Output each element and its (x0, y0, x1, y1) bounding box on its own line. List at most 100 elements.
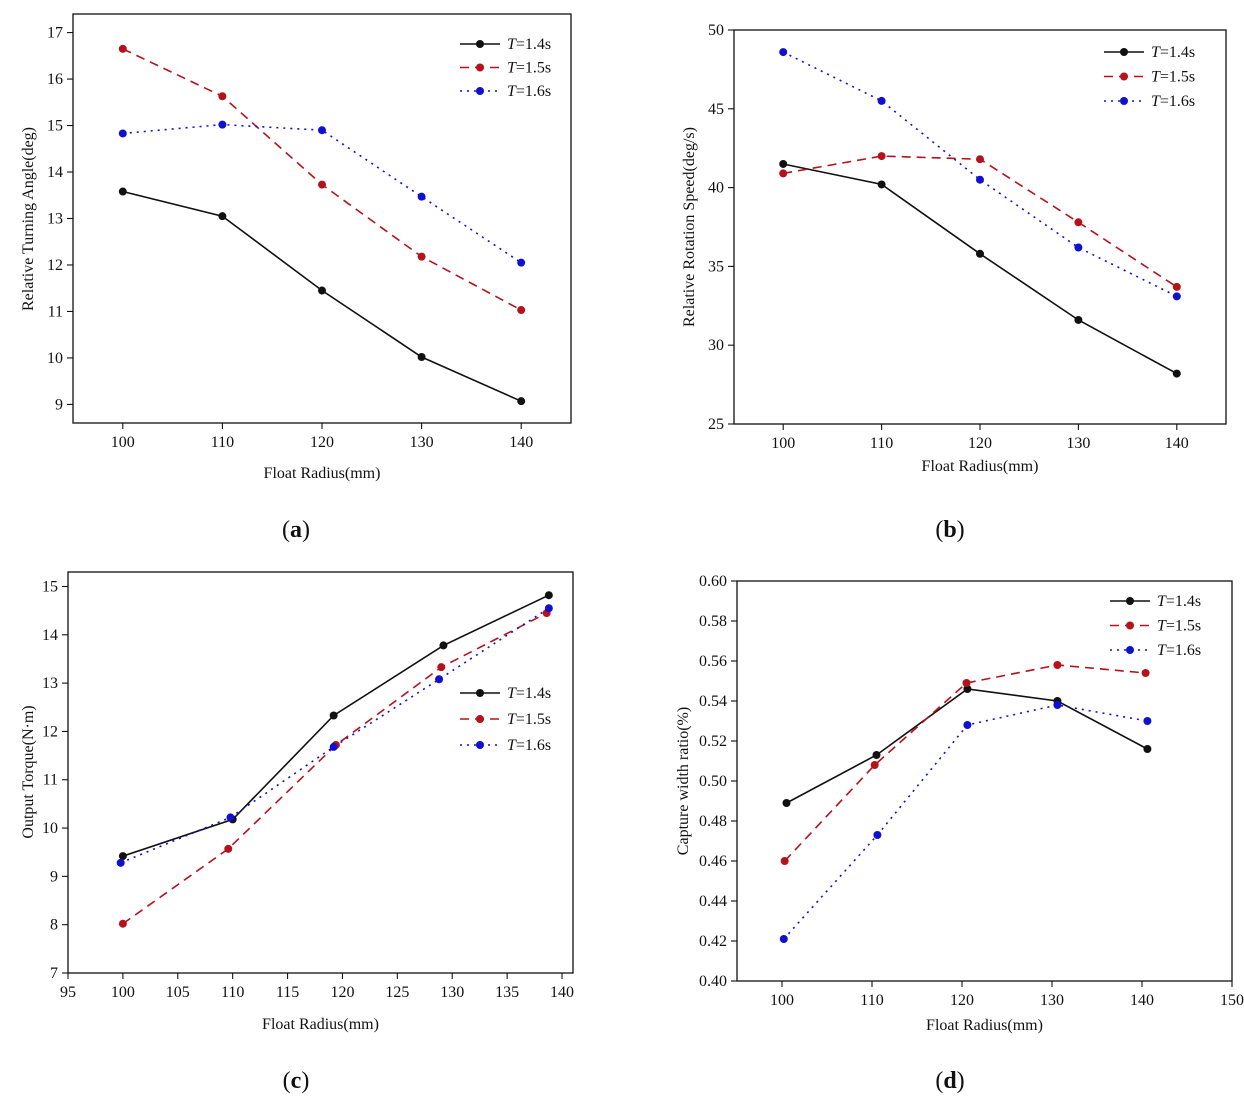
data-point (1141, 669, 1150, 677)
plot-frame (72, 13, 572, 424)
x-tick-label: 110 (221, 984, 244, 1001)
x-tick-label: 120 (968, 435, 992, 452)
data-point (779, 48, 788, 57)
y-tick-label: 0.54 (699, 693, 727, 710)
legend-marker (476, 715, 484, 723)
data-point (779, 169, 788, 178)
x-tick-label: 100 (111, 434, 135, 451)
y-tick-label: 0.56 (699, 653, 727, 670)
legend-entry: T=1.6s (1151, 93, 1195, 110)
legend-entry: T=1.5s (1151, 69, 1195, 86)
legend-marker (1126, 621, 1134, 630)
legend-marker (1126, 646, 1134, 654)
legend-entry: T=1.4s (507, 36, 551, 53)
y-tick-label: 10 (47, 350, 63, 367)
x-tick-label: 125 (385, 984, 409, 1001)
legend-marker (476, 87, 484, 95)
data-point (417, 353, 426, 362)
data-point (517, 306, 526, 315)
legend-marker (1126, 597, 1134, 605)
y-tick-label: 0.52 (699, 733, 727, 750)
series-line (122, 594, 550, 857)
data-point (318, 180, 326, 189)
y-tick-label: 11 (43, 772, 58, 789)
y-tick-label: 12 (42, 723, 58, 740)
data-point (439, 641, 448, 650)
y-tick-label: 0.60 (699, 573, 727, 590)
chart-panel-a: 100 110 120 130 140 9 10 11 12 13 14 15 16 17 Float Ra… (20, 13, 572, 543)
data-point (218, 120, 227, 129)
x-tick-label: 130 (1040, 992, 1064, 1009)
y-tick-label: 16 (47, 71, 63, 88)
y-axis-label: Output Torque(N·m) (20, 705, 37, 838)
data-point (1143, 717, 1152, 725)
data-point (1172, 282, 1181, 291)
data-point (1074, 218, 1083, 227)
data-point (780, 857, 789, 865)
data-point (779, 159, 788, 168)
series-line (784, 664, 1146, 862)
series-line (122, 190, 522, 402)
y-tick-label: 9 (55, 396, 63, 413)
legend-marker (1120, 48, 1128, 56)
series-line (122, 48, 522, 311)
data-point (976, 175, 984, 184)
x-tick-label: 130 (410, 434, 434, 451)
data-point (118, 919, 127, 928)
y-tick-label: 0.50 (699, 773, 727, 790)
x-axis-label: Float Radius(mm) (264, 465, 381, 482)
legend-entry: T=1.5s (1157, 618, 1201, 635)
chart-panel-c: 95 100 105 110 115 120 125 130 135 140 7 8 9 10 11 12 13… (20, 571, 574, 1094)
y-tick-label: 50 (708, 22, 724, 39)
data-point (417, 192, 426, 201)
y-tick-label: 8 (50, 917, 58, 934)
y-tick-label: 0.40 (699, 973, 727, 990)
data-point (877, 96, 886, 105)
data-point (782, 799, 791, 807)
legend-entry: T=1.4s (1157, 593, 1201, 610)
y-tick-label: 13 (47, 211, 63, 228)
y-tick-label: 14 (47, 164, 63, 181)
x-tick-label: 100 (771, 435, 795, 452)
plot-frame (733, 29, 1227, 425)
data-point (877, 152, 886, 161)
y-tick-label: 0.46 (699, 853, 727, 870)
x-tick-label: 115 (276, 984, 299, 1001)
legend-marker (476, 63, 484, 72)
x-tick-label: 110 (870, 435, 893, 452)
y-tick-label: 0.44 (699, 893, 727, 910)
plot-frame (67, 571, 574, 974)
data-point (872, 751, 881, 759)
data-point (435, 675, 444, 684)
x-tick-label: 95 (60, 984, 76, 1001)
x-tick-label: 120 (330, 984, 354, 1001)
y-tick-label: 35 (708, 258, 724, 275)
x-axis-label: Float Radius(mm) (926, 1017, 1043, 1034)
y-tick-label: 40 (708, 180, 724, 197)
legend-entry: T=1.5s (507, 711, 551, 728)
chart-panel-b: 100 110 120 130 140 25 30 35 40 45 50 Float Radius(… (681, 22, 1227, 543)
data-point (318, 286, 326, 295)
x-tick-label: 135 (495, 984, 519, 1001)
data-point (976, 249, 984, 258)
data-point (1074, 315, 1083, 324)
y-axis-label: Relative Turning Angle(deg) (20, 127, 37, 311)
y-tick-label: 13 (42, 675, 58, 692)
series-line (120, 607, 550, 864)
chart-panel-d: 100 110 120 130 140 150 0.40 0.42 0.44 0.46 0.48 0.… (675, 573, 1244, 1094)
x-tick-label: 110 (860, 992, 883, 1009)
y-tick-label: 15 (47, 118, 63, 135)
y-axis-label: Relative Rotation Speed(deg/s) (681, 127, 698, 327)
series-line (122, 612, 548, 925)
panel-label: (a) (282, 517, 310, 543)
data-point (318, 126, 326, 135)
y-tick-label: 14 (42, 627, 58, 644)
y-tick-label: 0.48 (699, 813, 727, 830)
legend-marker (476, 40, 484, 48)
data-point (877, 180, 886, 189)
data-point (544, 591, 553, 600)
data-point (329, 742, 338, 751)
data-point (1143, 745, 1152, 753)
series-line (783, 704, 1148, 940)
data-point (226, 813, 235, 822)
